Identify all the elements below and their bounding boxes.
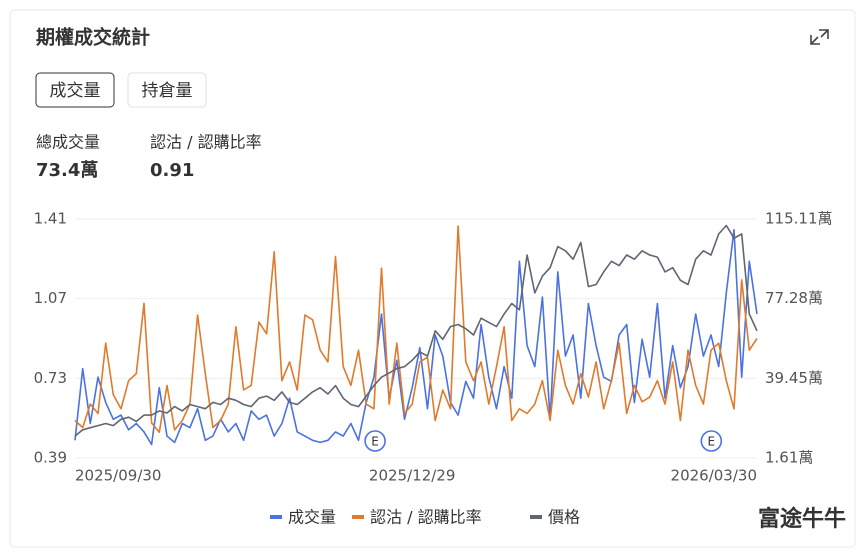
legend-label: 成交量 — [288, 508, 336, 527]
expand-icon[interactable] — [810, 29, 829, 45]
card — [9, 9, 856, 548]
stat-label: 認沽 / 認購比率 — [150, 133, 262, 152]
stat-value: 73.4萬 — [36, 160, 98, 181]
x-tick-label: 2026/03/30 — [671, 467, 757, 485]
y-tick-label: 1.41 — [34, 210, 67, 228]
legend-swatch — [270, 515, 282, 519]
y2-tick-label: 1.61萬 — [765, 449, 813, 467]
card-title: 期權成交統計 — [36, 26, 150, 49]
event-label: E — [371, 435, 379, 449]
legend-label: 認沽 / 認購比率 — [370, 508, 482, 527]
y2-tick-label: 115.11萬 — [765, 210, 833, 228]
event-marker — [700, 430, 723, 452]
event-label: E — [708, 435, 716, 449]
y2-tick-label: 77.28萬 — [765, 289, 823, 307]
watermark: 富途牛牛 — [758, 506, 846, 532]
y-tick-label: 1.07 — [34, 289, 67, 307]
legend-swatch — [352, 515, 364, 519]
tab-label[interactable]: 持倉量 — [142, 81, 193, 101]
stat-value: 0.91 — [150, 160, 194, 181]
y-tick-label: 0.39 — [34, 449, 67, 467]
series-line — [74, 229, 758, 446]
y-tick-label: 0.73 — [34, 369, 67, 387]
tab-open-interest[interactable] — [127, 72, 207, 108]
tab-volume[interactable] — [35, 72, 115, 108]
stat-label: 總成交量 — [36, 133, 100, 152]
event-marker — [364, 430, 386, 452]
x-tick-label: 2025/09/30 — [75, 467, 161, 485]
series-line — [74, 225, 758, 433]
tab-label[interactable]: 成交量 — [50, 81, 101, 101]
x-tick-label: 2025/12/29 — [369, 467, 455, 485]
series-line — [74, 224, 758, 437]
y2-tick-label: 39.45萬 — [765, 369, 823, 387]
legend-label: 價格 — [548, 508, 580, 527]
legend-swatch — [530, 515, 542, 519]
